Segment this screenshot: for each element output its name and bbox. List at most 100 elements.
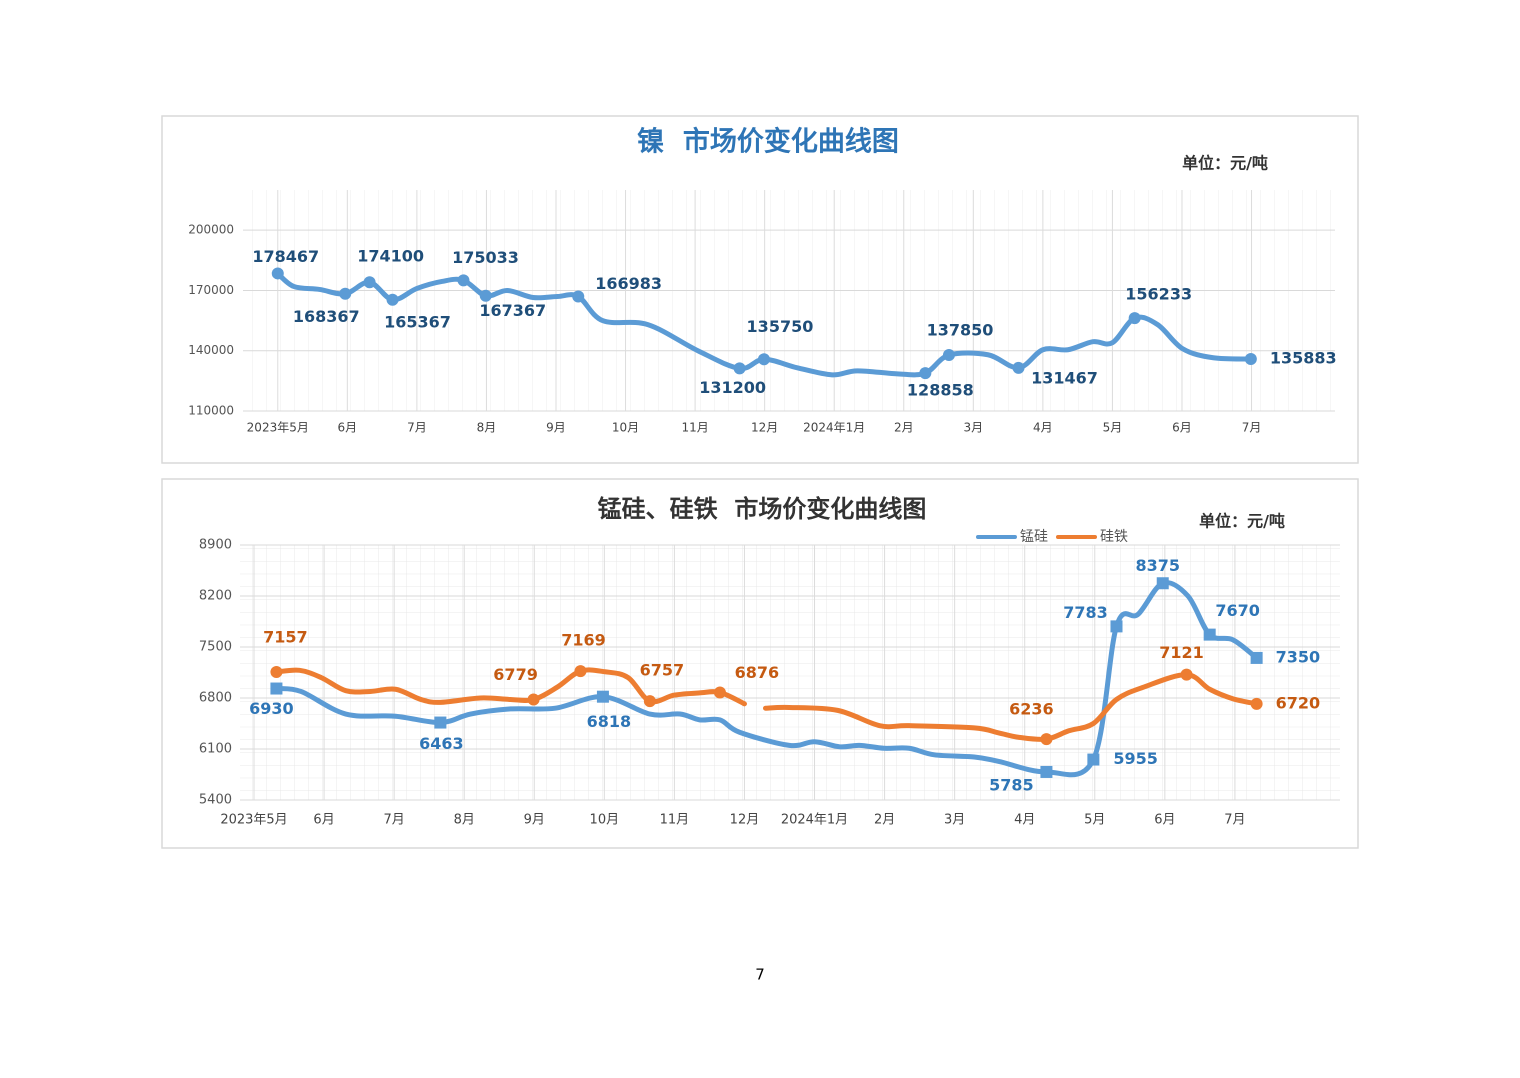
y-tick-label: 7500 — [199, 640, 232, 655]
point-marker — [1040, 765, 1053, 778]
point-marker — [1012, 361, 1025, 374]
point-marker — [527, 693, 540, 706]
x-tick-label: 6月 — [338, 421, 358, 435]
unit-annotation: 单位：元/吨 — [1199, 512, 1285, 531]
point-marker — [1110, 620, 1123, 633]
point-marker — [434, 716, 447, 729]
x-tick-label: 6月 — [313, 813, 334, 828]
point-marker — [1244, 352, 1257, 365]
point-marker — [1087, 753, 1100, 766]
x-tick-label: 10月 — [590, 813, 620, 828]
data-label: 7169 — [561, 631, 606, 650]
data-label: 175033 — [452, 248, 519, 267]
point-marker — [572, 290, 585, 303]
y-tick-label: 6800 — [199, 691, 232, 706]
x-tick-label: 4月 — [1033, 421, 1053, 435]
data-label: 6930 — [249, 699, 294, 718]
data-label: 7783 — [1063, 603, 1108, 622]
y-tick-label: 6100 — [199, 742, 232, 757]
data-label: 128858 — [907, 381, 974, 400]
x-tick-label: 2月 — [874, 813, 895, 828]
point-marker — [757, 353, 770, 366]
data-label: 8375 — [1135, 556, 1180, 575]
point-marker — [1128, 312, 1141, 325]
data-label: 6463 — [419, 734, 464, 753]
x-tick-label: 5月 — [1084, 813, 1105, 828]
point-marker — [643, 695, 656, 708]
point-marker — [713, 686, 726, 699]
point-marker — [1156, 577, 1169, 590]
point-marker — [1250, 651, 1263, 664]
x-tick-label: 11月 — [660, 813, 690, 828]
y-tick-label: 200000 — [188, 223, 234, 237]
data-label: 135883 — [1270, 348, 1337, 367]
point-marker — [919, 367, 932, 380]
data-label: 166983 — [595, 274, 662, 293]
x-tick-label: 7月 — [383, 813, 404, 828]
y-tick-label: 170000 — [188, 283, 234, 297]
x-tick-label: 7月 — [407, 421, 427, 435]
point-marker — [1180, 668, 1193, 681]
point-marker — [271, 267, 284, 280]
data-label: 6757 — [640, 661, 685, 680]
data-label: 137850 — [927, 321, 994, 340]
data-label: 5785 — [989, 775, 1034, 794]
x-tick-label: 10月 — [612, 421, 639, 435]
point-marker — [596, 690, 609, 703]
data-label: 5955 — [1113, 749, 1158, 768]
x-tick-label: 8月 — [454, 813, 475, 828]
data-label: 168367 — [293, 307, 360, 326]
x-tick-label: 9月 — [524, 813, 545, 828]
x-tick-label: 8月 — [477, 421, 497, 435]
data-label: 6720 — [1276, 693, 1321, 712]
y-tick-label: 8900 — [199, 538, 232, 553]
y-tick-label: 110000 — [188, 404, 234, 418]
point-marker — [479, 289, 492, 302]
y-tick-label: 140000 — [188, 343, 234, 357]
y-tick-label: 8200 — [199, 589, 232, 604]
data-label: 135750 — [747, 317, 814, 336]
x-tick-label: 2024年1月 — [803, 421, 865, 435]
x-tick-label: 2024年1月 — [781, 813, 848, 828]
data-label: 6236 — [1009, 700, 1054, 719]
legend-label: 锰硅 — [1020, 529, 1048, 545]
minor-grid — [243, 190, 1335, 411]
point-marker — [363, 276, 376, 289]
point-marker — [1250, 697, 1263, 710]
x-tick-label: 3月 — [944, 813, 965, 828]
y-tick-label: 5400 — [199, 793, 232, 808]
data-label: 156233 — [1125, 285, 1192, 304]
x-tick-label: 12月 — [751, 421, 778, 435]
x-tick-label: 2月 — [894, 421, 914, 435]
data-label: 7350 — [1276, 647, 1321, 666]
data-label: 6876 — [735, 663, 780, 682]
chart-title: 镍 市场价变化曲线图 — [637, 126, 899, 158]
x-tick-label: 6月 — [1172, 421, 1192, 435]
x-tick-label: 7月 — [1224, 813, 1245, 828]
data-label: 167367 — [479, 301, 546, 320]
data-label: 165367 — [384, 312, 451, 331]
data-label: 7121 — [1159, 643, 1204, 662]
x-tick-label: 5月 — [1103, 421, 1123, 435]
x-tick-label: 11月 — [681, 421, 708, 435]
x-tick-label: 3月 — [963, 421, 983, 435]
series-line — [275, 270, 1254, 378]
point-marker — [386, 293, 399, 306]
x-tick-label: 12月 — [730, 813, 760, 828]
unit-annotation: 单位：元/吨 — [1182, 154, 1268, 173]
x-tick-label: 2023年5月 — [247, 421, 309, 435]
point-marker — [574, 665, 587, 678]
data-label: 131467 — [1031, 368, 1098, 387]
series-line — [273, 580, 1260, 778]
data-label: 6818 — [587, 712, 632, 731]
data-label: 6779 — [493, 665, 538, 684]
x-tick-label: 7月 — [1242, 421, 1262, 435]
point-marker — [942, 349, 955, 362]
chart-title: 锰硅、硅铁 市场价变化曲线图 — [598, 495, 927, 523]
point-marker — [270, 665, 283, 678]
page-number: 7 — [755, 966, 765, 984]
point-marker — [1040, 733, 1053, 746]
data-label: 174100 — [357, 247, 424, 266]
data-label: 7670 — [1215, 601, 1260, 620]
point-marker — [1203, 628, 1216, 641]
